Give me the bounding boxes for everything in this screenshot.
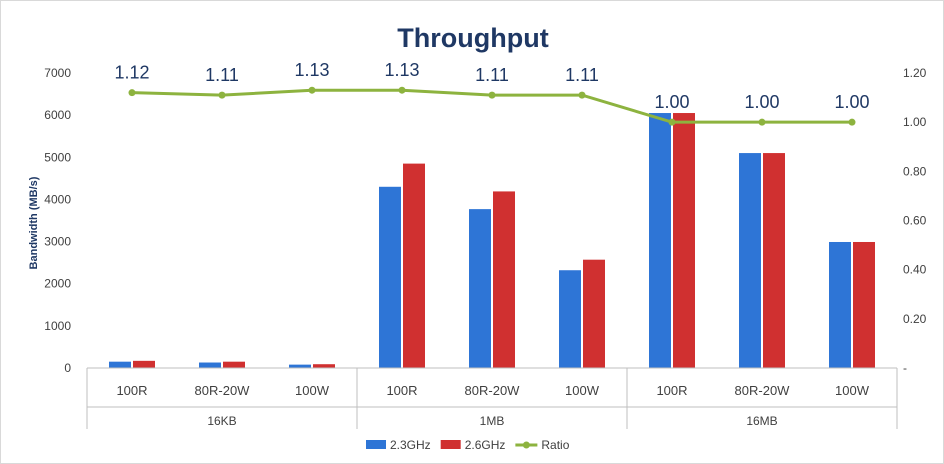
legend: 2.3GHz 2.6GHz Ratio [366, 438, 570, 452]
ratio-point-7 [758, 118, 766, 126]
x-category-label: 100R [116, 383, 147, 398]
bar-1-2 [313, 364, 335, 368]
y-axis-ticks: 0 1000 2000 3000 4000 5000 6000 7000 [44, 66, 71, 375]
bar-1-0 [133, 360, 155, 368]
y-tick-label: 5000 [44, 150, 71, 164]
ratio-point-1 [218, 91, 226, 99]
y2-tick-label: 0.20 [903, 312, 927, 326]
legend-marker-2 [522, 441, 530, 449]
ratio-line: 1.12 1.11 1.13 1.13 1.11 1.11 1.00 1.00 1.00 [114, 60, 870, 126]
ratio-data-label-3: 1.13 [384, 60, 419, 80]
y2-tick-label: 1.00 [903, 115, 927, 129]
ratio-data-label-0: 1.12 [114, 63, 149, 83]
x-category-label: 100R [386, 383, 417, 398]
bar-1-1 [223, 361, 245, 368]
x-category-label: 100W [565, 383, 600, 398]
y-tick-label: 4000 [44, 192, 71, 206]
ratio-point-3 [398, 86, 406, 94]
ratio-point-0 [128, 89, 136, 97]
bar-0-6 [649, 113, 671, 369]
y2-tick-label: - [903, 361, 907, 375]
x-category-label: 100W [835, 383, 870, 398]
x-group-label: 16KB [207, 414, 236, 428]
legend-label-0: 2.3GHz [390, 438, 431, 452]
ratio-point-6 [668, 118, 676, 126]
ratio-data-label-5: 1.11 [565, 65, 599, 85]
x-category-label: 80R-20W [195, 383, 251, 398]
y2-tick-label: 1.20 [903, 66, 927, 80]
y-tick-label: 6000 [44, 108, 71, 122]
x-category-label: 100W [295, 383, 330, 398]
bar-1-4 [493, 191, 515, 368]
bar-1-6 [673, 113, 695, 369]
x-category-label: 100R [656, 383, 687, 398]
ratio-data-label-4: 1.11 [475, 65, 509, 85]
x-category-label: 80R-20W [735, 383, 791, 398]
bar-1-5 [583, 259, 605, 368]
bar-0-4 [469, 209, 491, 368]
bar-0-1 [199, 362, 221, 368]
y2-tick-label: 0.80 [903, 164, 927, 178]
x-group-label: 16MB [746, 414, 777, 428]
x-axis: 100R 80R-20W 100W 100R 80R-20W 100W 100R 80R-20… [86, 367, 898, 429]
bars [109, 113, 875, 369]
bar-1-8 [853, 241, 875, 368]
legend-label-1: 2.6GHz [465, 438, 506, 452]
ratio-data-label-2: 1.13 [294, 60, 329, 80]
bar-1-7 [763, 153, 785, 368]
ratio-data-label-1: 1.11 [205, 65, 239, 85]
y-tick-label: 0 [64, 361, 71, 375]
bar-1-3 [403, 163, 425, 368]
chart-title: Throughput [397, 23, 548, 53]
bar-0-0 [109, 361, 131, 368]
ratio-data-label-6: 1.00 [654, 92, 689, 112]
bar-0-3 [379, 186, 401, 368]
ratio-point-2 [308, 86, 316, 94]
ratio-data-label-8: 1.00 [834, 92, 869, 112]
y-tick-label: 2000 [44, 277, 71, 291]
legend-label-2: Ratio [541, 438, 569, 452]
y-tick-label: 7000 [44, 66, 71, 80]
ratio-data-label-7: 1.00 [744, 92, 779, 112]
ratio-point-4 [488, 91, 496, 99]
x-category-label: 80R-20W [465, 383, 521, 398]
legend-swatch-0 [366, 440, 386, 449]
y-tick-label: 3000 [44, 235, 71, 249]
y-axis-label: Bandwidth (MB/s) [28, 176, 40, 269]
y2-axis-ticks: - 0.20 0.40 0.60 0.80 1.00 1.20 [903, 66, 927, 375]
y2-tick-label: 0.40 [903, 263, 927, 277]
bar-0-8 [829, 241, 851, 368]
y2-tick-label: 0.60 [903, 214, 927, 228]
bar-0-5 [559, 270, 581, 368]
y-tick-label: 1000 [44, 319, 71, 333]
legend-swatch-1 [440, 440, 461, 449]
bar-0-2 [289, 364, 311, 368]
x-group-label: 1MB [480, 414, 505, 428]
ratio-point-5 [578, 91, 586, 99]
bar-0-7 [739, 153, 761, 368]
ratio-point-8 [848, 118, 856, 126]
